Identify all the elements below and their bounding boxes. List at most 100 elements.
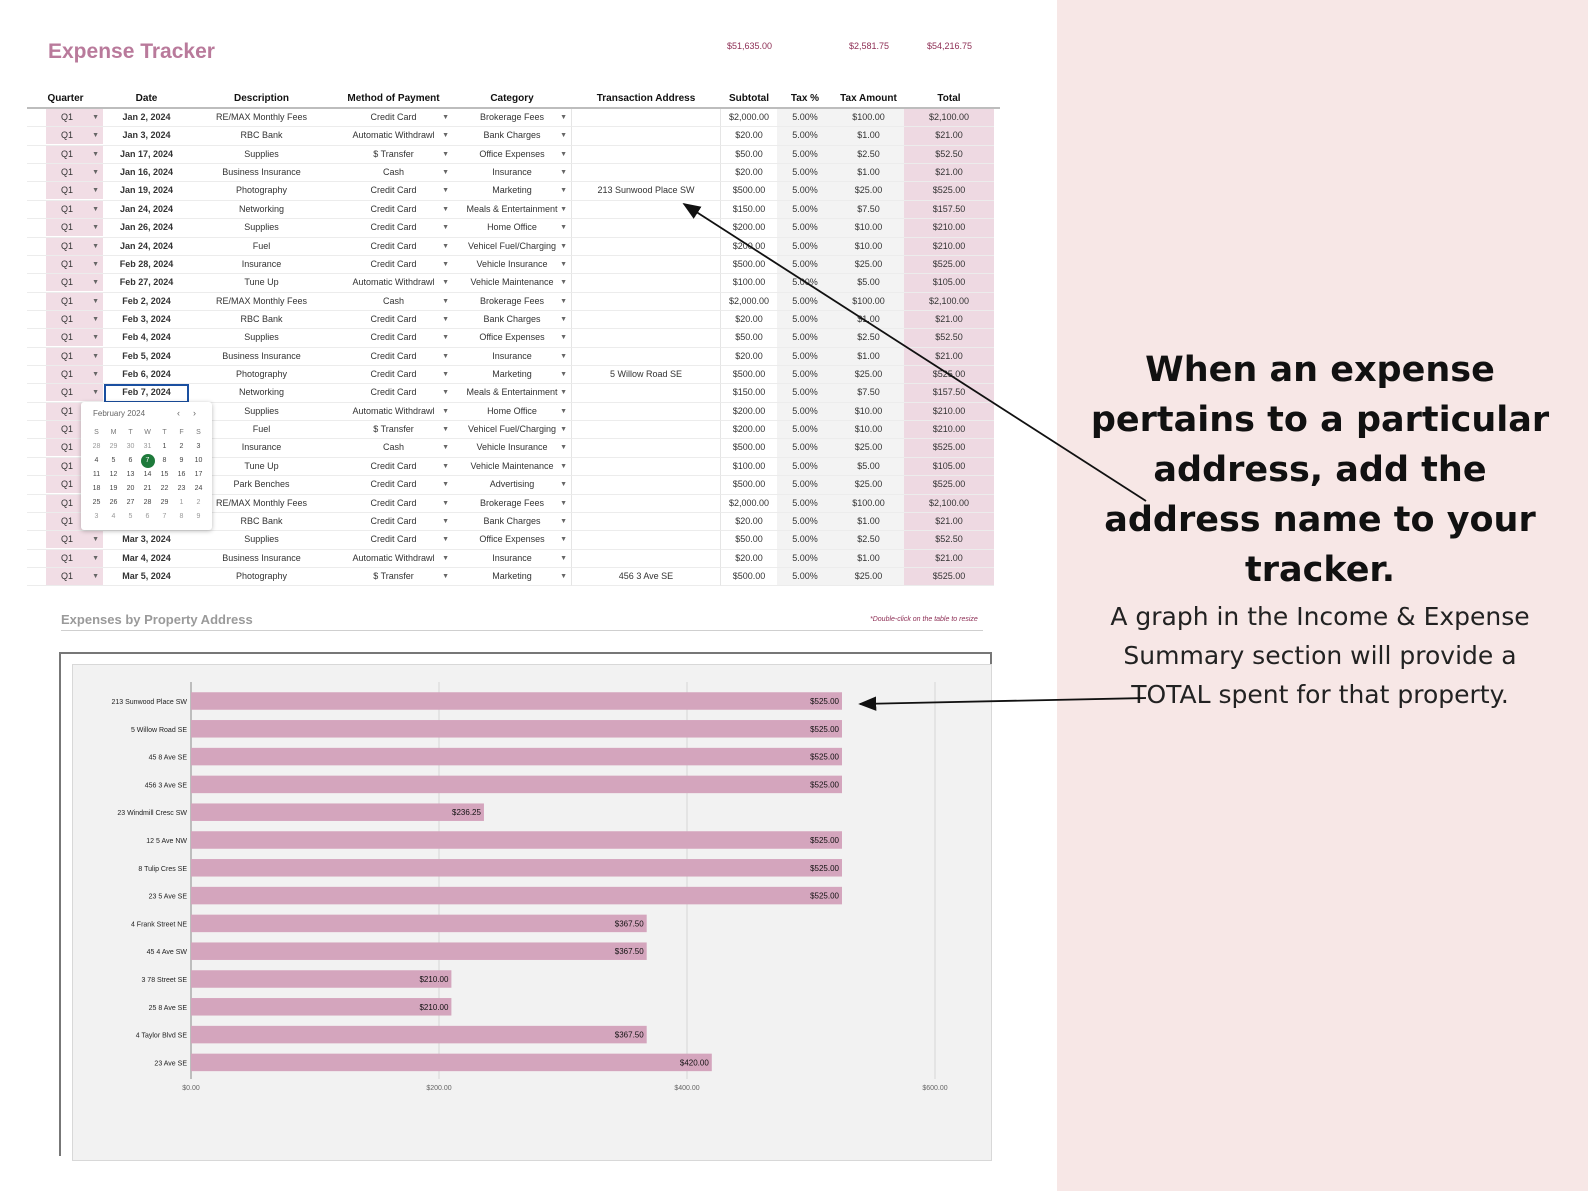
description-cell[interactable]: RBC Bank [189, 127, 334, 146]
subtotal-cell[interactable]: $20.00 [721, 310, 777, 330]
chevron-down-icon[interactable]: ▼ [560, 426, 567, 434]
tax-percent-cell[interactable]: 5.00% [777, 310, 833, 330]
category-cell[interactable]: Vehicel Fuel/Charging ▼ [453, 238, 571, 256]
description-cell[interactable]: Networking [189, 201, 334, 220]
tax-amount-cell[interactable]: $1.00 [833, 549, 904, 568]
method-cell[interactable]: $ Transfer ▼ [334, 146, 453, 165]
date-picker-day[interactable]: 6 [128, 457, 133, 464]
chevron-down-icon[interactable]: ▼ [442, 407, 449, 415]
date-picker-day[interactable]: 27 [126, 499, 135, 506]
tax-amount-cell[interactable]: $1.00 [833, 347, 904, 367]
chevron-down-icon[interactable]: ▼ [442, 536, 449, 544]
date-cell[interactable] [104, 513, 189, 532]
tax-amount-cell[interactable]: $2.50 [833, 531, 904, 550]
description-cell[interactable]: Photography [189, 366, 334, 385]
description-cell[interactable]: Networking [189, 384, 334, 403]
description-cell[interactable]: RBC Bank [189, 311, 334, 330]
method-cell[interactable]: Credit Card ▼ [334, 329, 453, 348]
total-cell[interactable]: $105.00 [904, 457, 994, 477]
quarter-cell[interactable]: Q1 ▼ [27, 347, 104, 367]
date-picker-day[interactable]: 1 [179, 499, 184, 506]
tax-percent-cell[interactable]: 5.00% [777, 421, 833, 440]
chevron-down-icon[interactable]: ▼ [442, 224, 449, 232]
chevron-down-icon[interactable]: ▼ [442, 150, 449, 158]
quarter-cell[interactable]: Q1 ▼ [27, 549, 104, 568]
date-picker-day[interactable]: 24 [194, 485, 203, 492]
chevron-down-icon[interactable]: ▼ [92, 187, 99, 195]
quarter-dropdown[interactable]: Q1 ▼ [46, 549, 103, 567]
chevron-down-icon[interactable]: ▼ [560, 481, 567, 489]
tax-percent-cell[interactable]: 5.00% [777, 274, 833, 293]
bar[interactable] [191, 970, 452, 988]
total-cell[interactable]: $525.00 [904, 255, 994, 275]
tax-percent-cell[interactable]: 5.00% [777, 457, 833, 477]
total-cell[interactable]: $21.00 [904, 310, 994, 330]
quarter-dropdown[interactable]: Q1 ▼ [46, 531, 103, 549]
date-cell[interactable]: Feb 2, 2024 [104, 293, 189, 311]
chevron-down-icon[interactable]: ▼ [442, 260, 449, 268]
description-cell[interactable]: Business Insurance [189, 348, 334, 367]
category-cell[interactable]: Office Expenses ▼ [453, 146, 571, 165]
date-picker-day[interactable]: 31 [143, 443, 152, 450]
tax-amount-cell[interactable]: $100.00 [833, 109, 904, 128]
date-cell[interactable]: Feb 4, 2024 [104, 329, 189, 348]
date-picker-day[interactable]: 1 [162, 443, 167, 450]
date-picker-day[interactable]: 9 [179, 457, 184, 464]
chevron-down-icon[interactable]: ▼ [560, 169, 567, 177]
quarter-dropdown[interactable]: Q1 ▼ [46, 237, 103, 255]
total-cell[interactable]: $21.00 [904, 347, 994, 367]
chevron-down-icon[interactable]: ▼ [92, 572, 99, 580]
subtotal-cell[interactable]: $2,000.00 [721, 109, 777, 128]
method-cell[interactable]: Credit Card ▼ [334, 201, 453, 220]
method-cell[interactable]: Credit Card ▼ [334, 109, 453, 128]
method-cell[interactable]: Credit Card ▼ [334, 238, 453, 256]
description-cell[interactable]: Insurance [189, 439, 334, 458]
tax-percent-cell[interactable]: 5.00% [777, 347, 833, 367]
address-cell[interactable] [571, 200, 721, 220]
category-cell[interactable]: Vehicle Insurance ▼ [453, 439, 571, 458]
chevron-left-icon[interactable]: ‹ [177, 408, 180, 418]
chevron-down-icon[interactable]: ▼ [560, 572, 567, 580]
description-cell[interactable]: Tune Up [189, 274, 334, 293]
subtotal-cell[interactable]: $200.00 [721, 402, 777, 422]
date-cell[interactable]: Jan 24, 2024 [104, 238, 189, 256]
tax-percent-cell[interactable]: 5.00% [777, 255, 833, 275]
category-cell[interactable]: Brokerage Fees ▼ [453, 109, 571, 128]
header-address[interactable]: Transaction Address [596, 93, 696, 104]
chevron-down-icon[interactable]: ▼ [92, 242, 99, 250]
subtotal-cell[interactable]: $500.00 [721, 182, 777, 201]
total-cell[interactable]: $2,100.00 [904, 292, 994, 311]
chevron-down-icon[interactable]: ▼ [560, 205, 567, 213]
quarter-cell[interactable]: Q1 ▼ [27, 274, 104, 293]
address-cell[interactable] [571, 109, 721, 128]
date-picker-day[interactable]: 4 [94, 457, 99, 464]
chevron-down-icon[interactable]: ▼ [442, 462, 449, 470]
method-cell[interactable]: Credit Card ▼ [334, 458, 453, 477]
date-picker-day[interactable]: 21 [143, 485, 152, 492]
date-picker-day[interactable]: 17 [194, 471, 203, 478]
address-cell[interactable]: 213 Sunwood Place SW [571, 182, 721, 201]
bar[interactable] [191, 859, 842, 877]
category-cell[interactable]: Meals & Entertainment ▼ [453, 384, 571, 403]
quarter-cell[interactable]: Q1 ▼ [27, 109, 104, 128]
chevron-down-icon[interactable]: ▼ [560, 187, 567, 195]
description-cell[interactable]: Supplies [189, 146, 334, 165]
chevron-down-icon[interactable]: ▼ [560, 536, 567, 544]
chevron-down-icon[interactable]: ▼ [560, 297, 567, 305]
quarter-dropdown[interactable]: Q1 ▼ [46, 274, 103, 292]
quarter-dropdown[interactable]: Q1 ▼ [46, 292, 103, 310]
date-picker-day[interactable]: 5 [128, 513, 133, 520]
description-cell[interactable]: Supplies [189, 531, 334, 550]
date-picker-day[interactable]: 29 [160, 499, 169, 506]
tax-percent-cell[interactable]: 5.00% [777, 145, 833, 165]
address-cell[interactable]: 456 3 Ave SE [571, 567, 721, 587]
chevron-down-icon[interactable]: ▼ [92, 260, 99, 268]
bar[interactable] [191, 914, 647, 933]
date-picker-day[interactable]: 18 [92, 485, 101, 492]
address-cell[interactable] [571, 531, 721, 550]
chevron-down-icon[interactable]: ▼ [560, 315, 567, 323]
quarter-cell[interactable]: Q1 ▼ [27, 531, 104, 550]
subtotal-cell[interactable]: $150.00 [721, 200, 777, 220]
chevron-down-icon[interactable]: ▼ [560, 371, 567, 379]
address-cell[interactable] [571, 255, 721, 275]
